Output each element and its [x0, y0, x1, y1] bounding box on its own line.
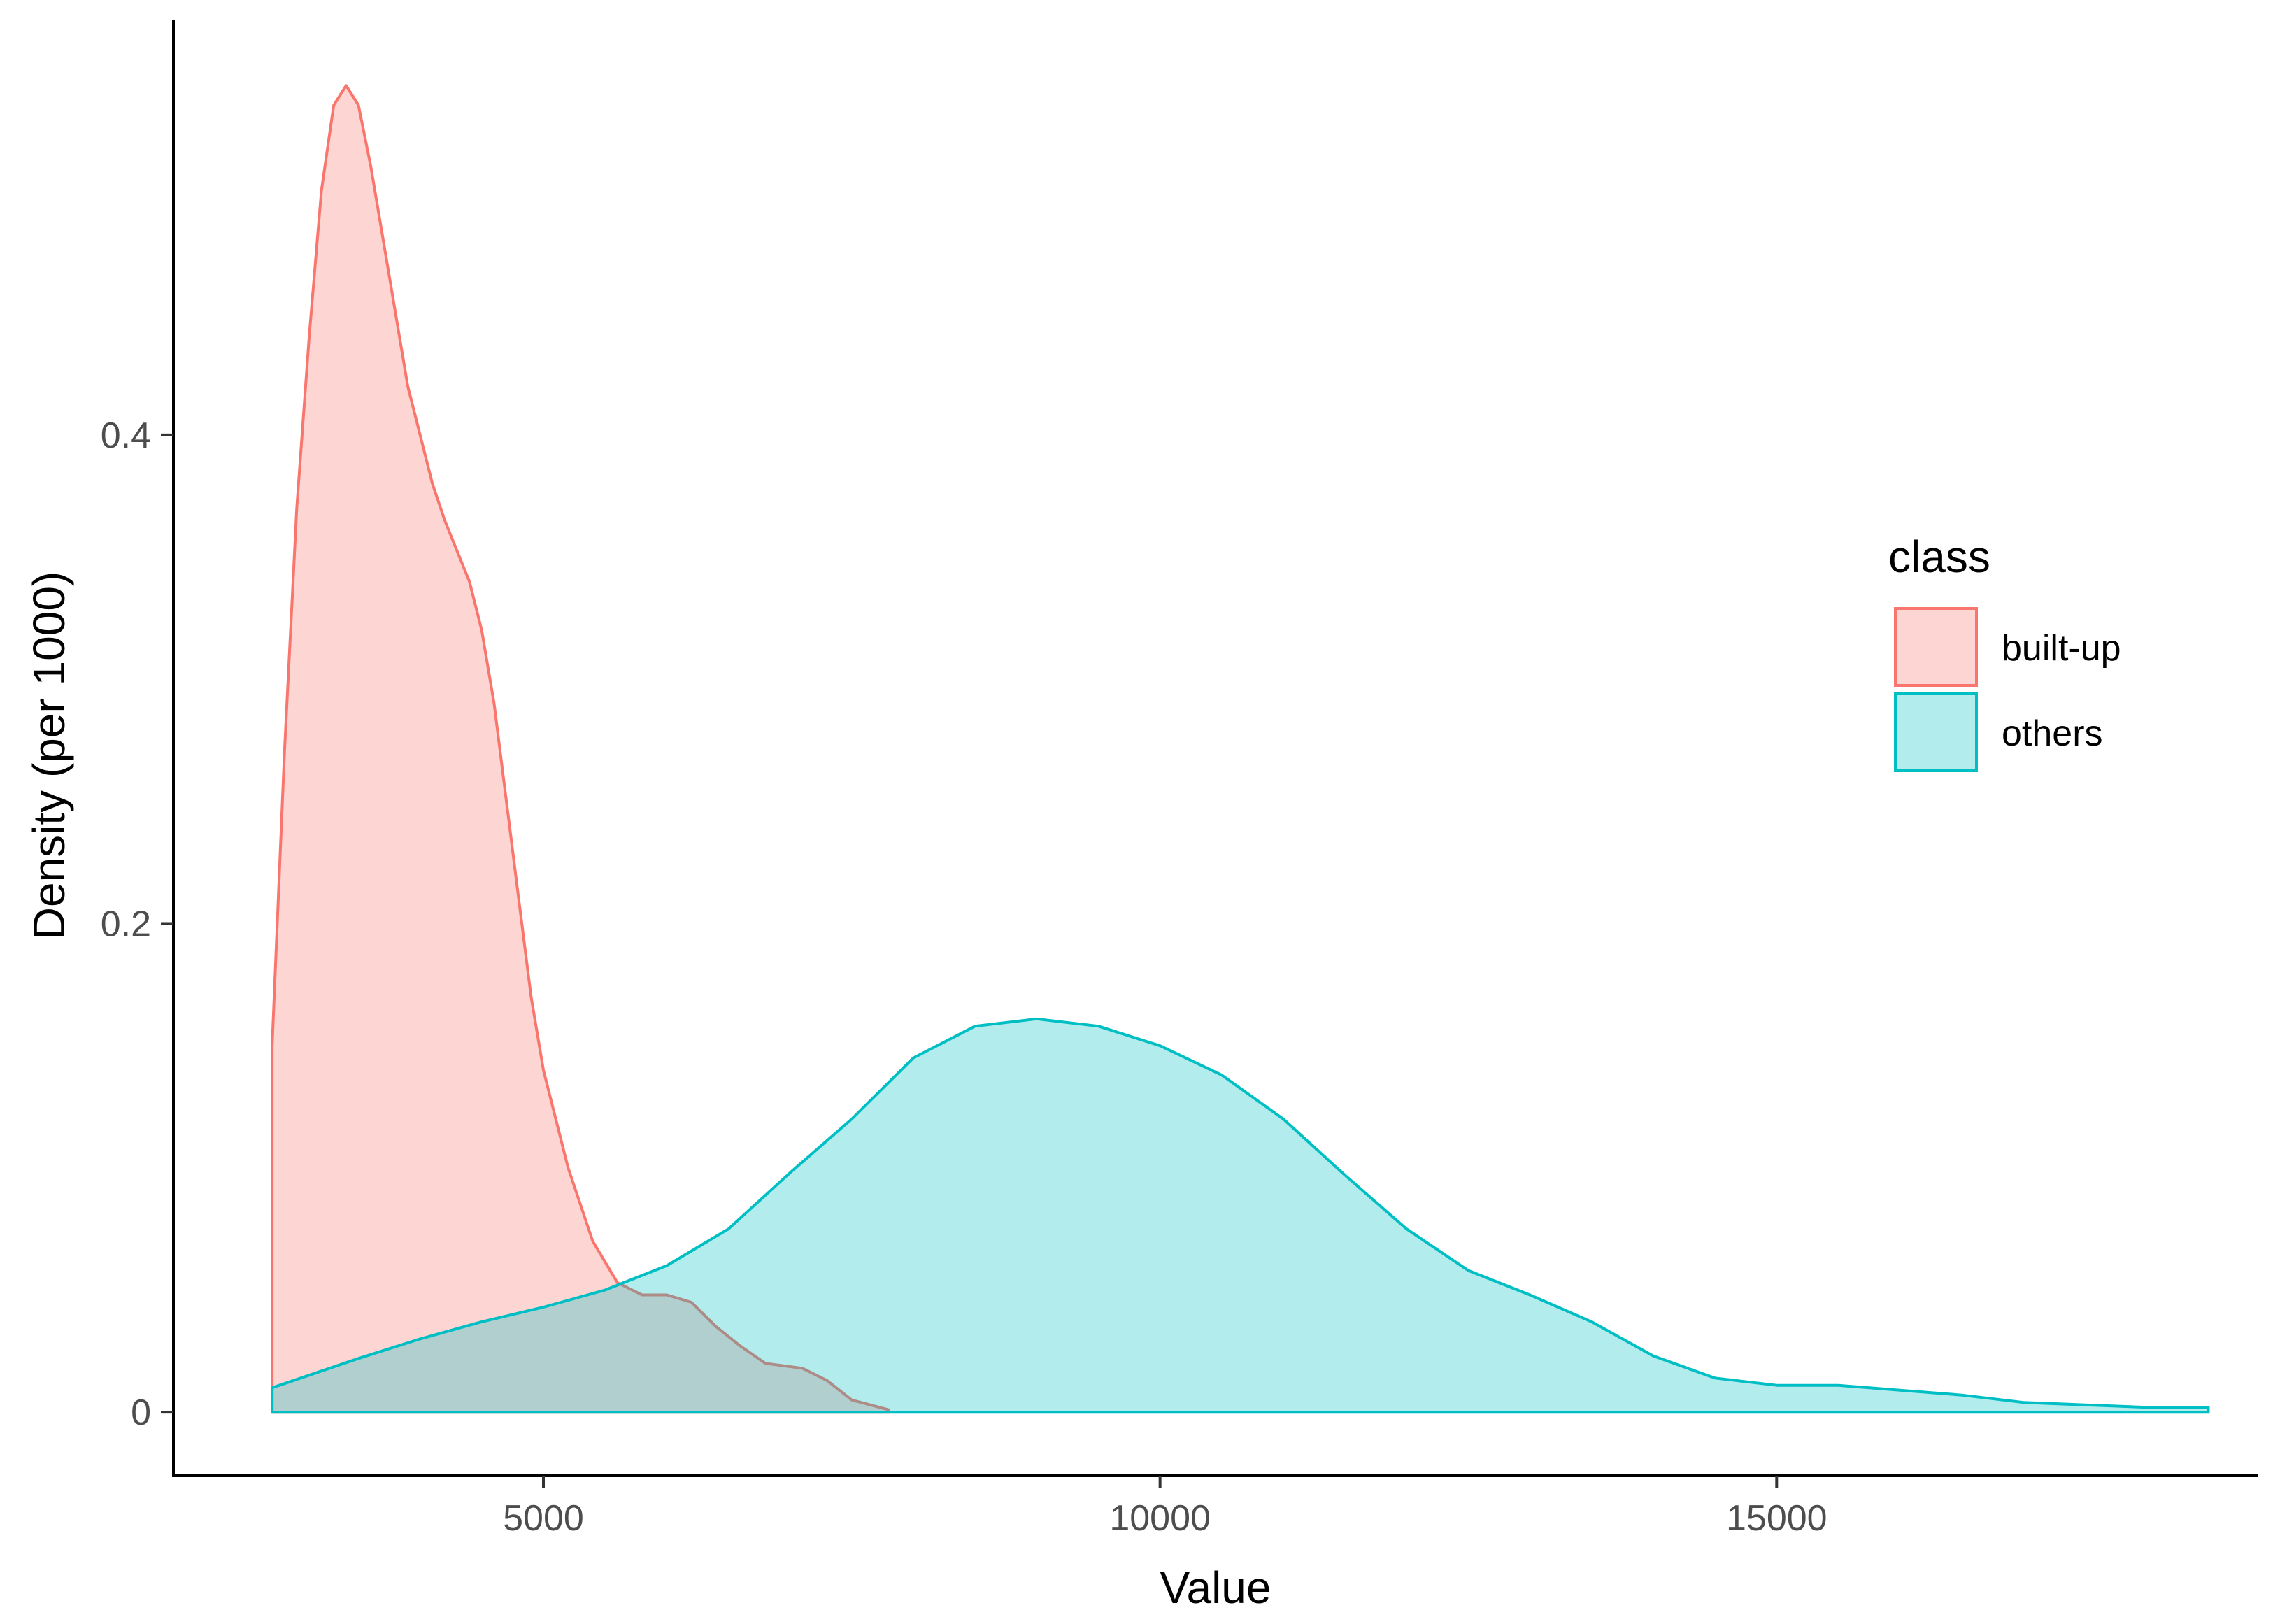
y-tick-label: 0: [131, 1392, 151, 1433]
x-tick-label: 15000: [1726, 1498, 1827, 1539]
legend-label-others: others: [2002, 713, 2103, 754]
y-axis-title: Density (per 1000): [24, 571, 74, 939]
legend-key-built-up: [1894, 607, 1978, 687]
legend-key-others: [1894, 692, 1978, 772]
y-tick-label: 0.4: [101, 415, 151, 456]
series-layer: [271, 84, 2210, 1414]
legend-label-built-up: built-up: [2002, 628, 2121, 669]
density-area-built-up: [271, 84, 890, 1414]
legend-title: class: [1888, 532, 1990, 582]
y-tick-label: 0.2: [101, 904, 151, 945]
y-axis-ticks: 0 0.2 0.4: [101, 415, 173, 1433]
x-axis-ticks: 5000 10000 15000: [503, 1476, 1827, 1539]
x-tick-label: 5000: [503, 1498, 584, 1539]
density-area-others: [271, 1017, 2210, 1414]
x-tick-label: 10000: [1109, 1498, 1211, 1539]
x-axis-title: Value: [1160, 1562, 1271, 1613]
legend: class built-up others: [1888, 532, 2121, 772]
